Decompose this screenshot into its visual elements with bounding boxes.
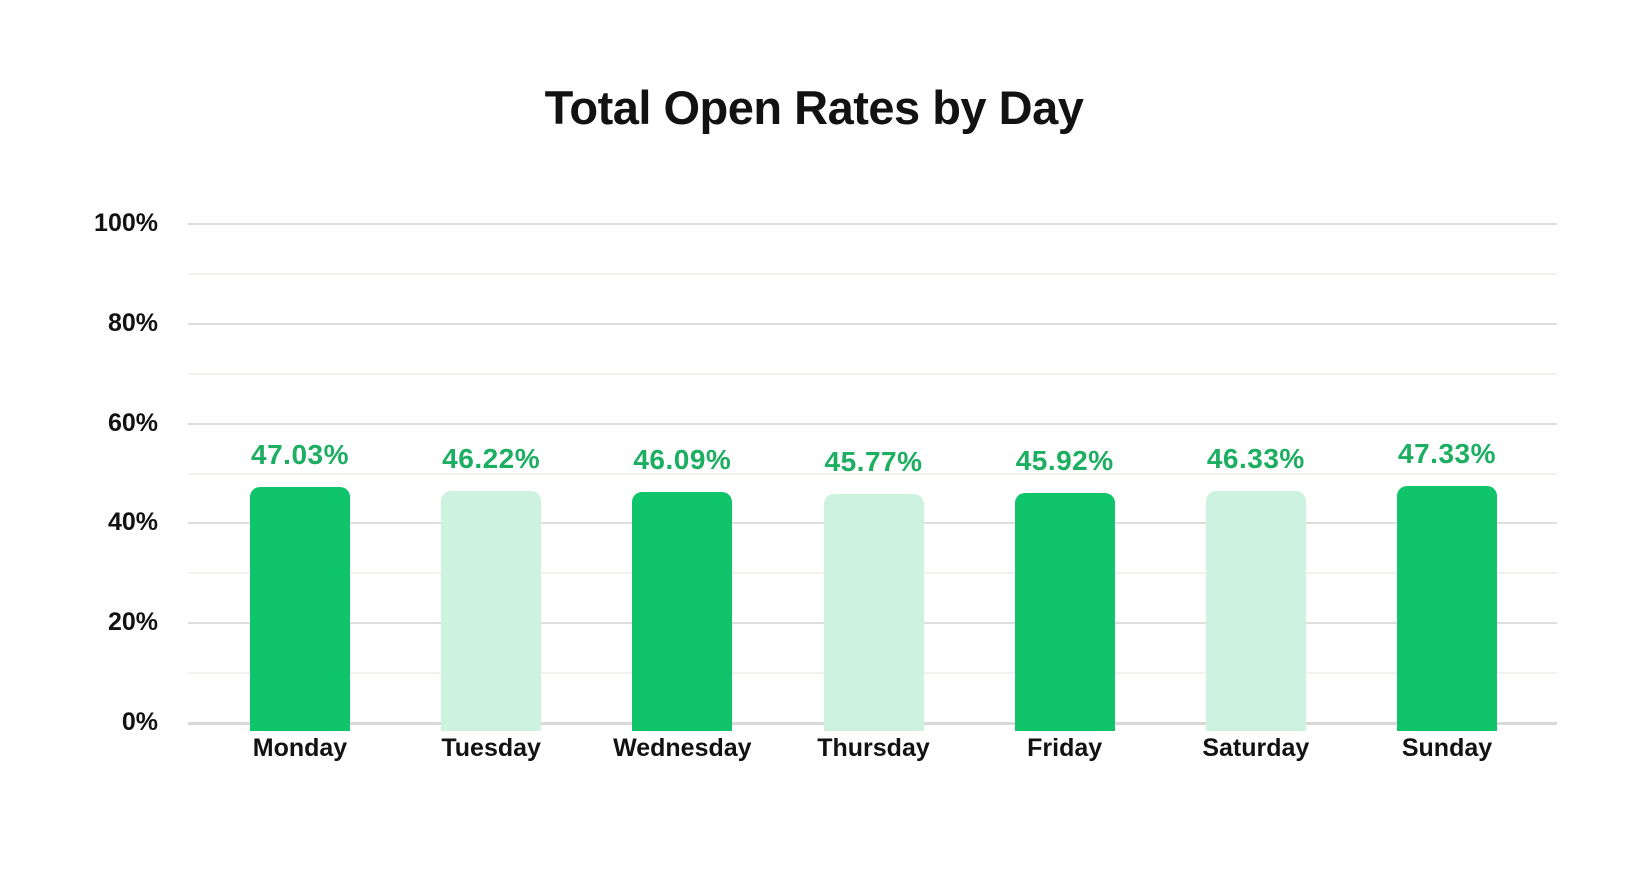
bar-value-label: 47.03% (251, 439, 349, 471)
bar-saturday (1205, 490, 1306, 731)
x-axis-label-tuesday: Tuesday (441, 734, 541, 762)
x-axis-label-wednesday: Wednesday (613, 734, 752, 762)
bar-value-label: 46.33% (1206, 442, 1305, 474)
major-gridline (188, 422, 1557, 425)
y-axis-label: 80% (107, 308, 158, 337)
x-axis-label-saturday: Saturday (1202, 734, 1310, 762)
y-axis-label: 0% (121, 708, 158, 736)
x-axis-label-thursday: Thursday (817, 734, 930, 762)
bar-value-label: 45.92% (1015, 444, 1114, 476)
bar-value-label: 47.33% (1398, 437, 1496, 469)
y-axis-label: 60% (107, 408, 158, 437)
bar-thursday (823, 493, 924, 731)
bar-friday (1014, 492, 1115, 731)
chart-title: Total Open Rates by Day (544, 81, 1084, 134)
y-axis-label: 100% (94, 209, 158, 237)
bar-monday (250, 487, 350, 731)
x-axis-label-sunday: Sunday (1401, 734, 1493, 762)
x-axis-label-monday: Monday (252, 734, 348, 762)
minor-gridline (188, 472, 1557, 475)
major-gridline (188, 322, 1557, 325)
bar-sunday (1397, 485, 1498, 731)
y-axis-label: 20% (107, 608, 158, 637)
bar-wednesday (632, 492, 733, 731)
x-axis-label-friday: Friday (1027, 734, 1103, 762)
y-axis-label: 40% (107, 508, 158, 537)
major-gridline (188, 223, 1557, 225)
bar-value-label: 45.77% (824, 445, 923, 477)
minor-gridline (188, 372, 1557, 375)
bar-value-label: 46.22% (442, 443, 541, 475)
bar-tuesday (441, 491, 542, 731)
plot-area: 47.03% 46.22% 46.09% 45.77% 45.92% 46.33% 47.3… (188, 223, 1557, 731)
minor-gridline (188, 272, 1557, 275)
bar-value-label: 46.09% (633, 444, 732, 475)
